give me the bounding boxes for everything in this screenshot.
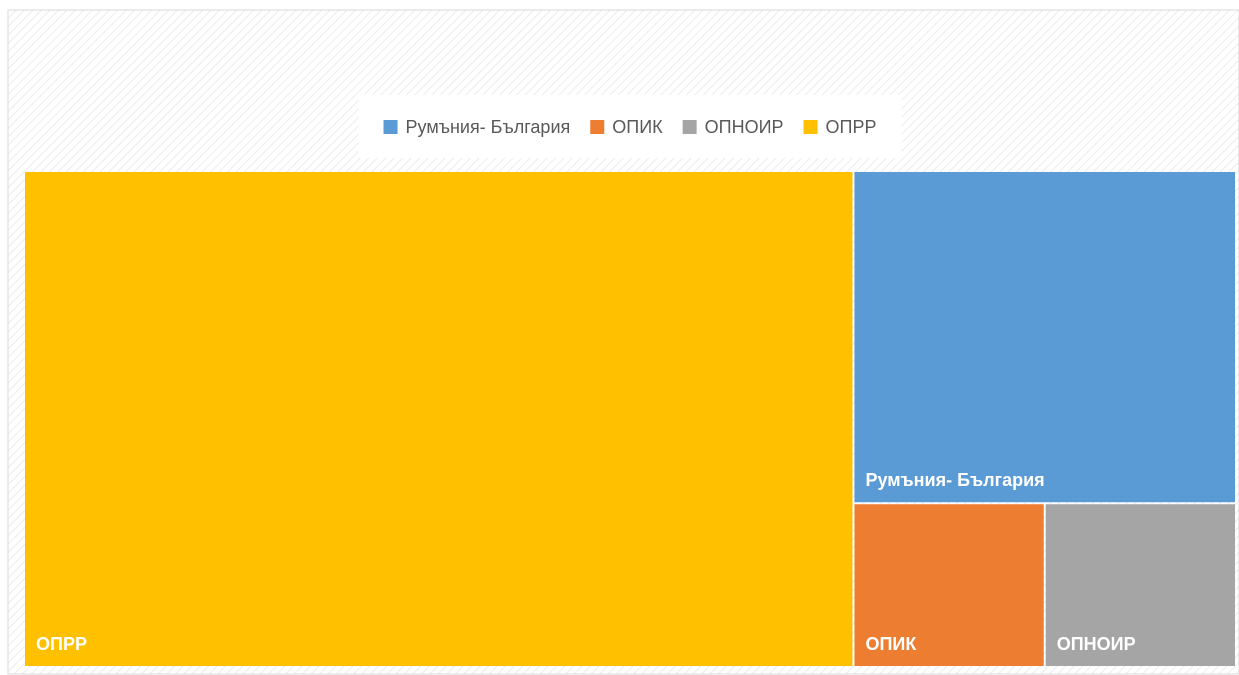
legend-swatch (682, 120, 697, 134)
treemap-tile (25, 172, 853, 666)
legend-label: ОПИК (612, 117, 663, 137)
legend-label: ОПРР (826, 117, 877, 137)
tile-label: ОПНОИР (1057, 634, 1136, 654)
tile-label: Румъния- България (865, 470, 1044, 490)
legend-swatch (803, 120, 818, 134)
treemap-tile (854, 504, 1044, 666)
legend-swatch (590, 120, 605, 134)
legend-label: ОПНОИР (705, 117, 784, 137)
legend-swatch (383, 120, 398, 134)
tile-label: ОПРР (36, 634, 87, 654)
legend-label: Румъния- България (406, 117, 571, 137)
treemap-tile (854, 172, 1235, 503)
treemap-tile (1045, 504, 1235, 666)
tile-label: ОПИК (865, 634, 917, 654)
